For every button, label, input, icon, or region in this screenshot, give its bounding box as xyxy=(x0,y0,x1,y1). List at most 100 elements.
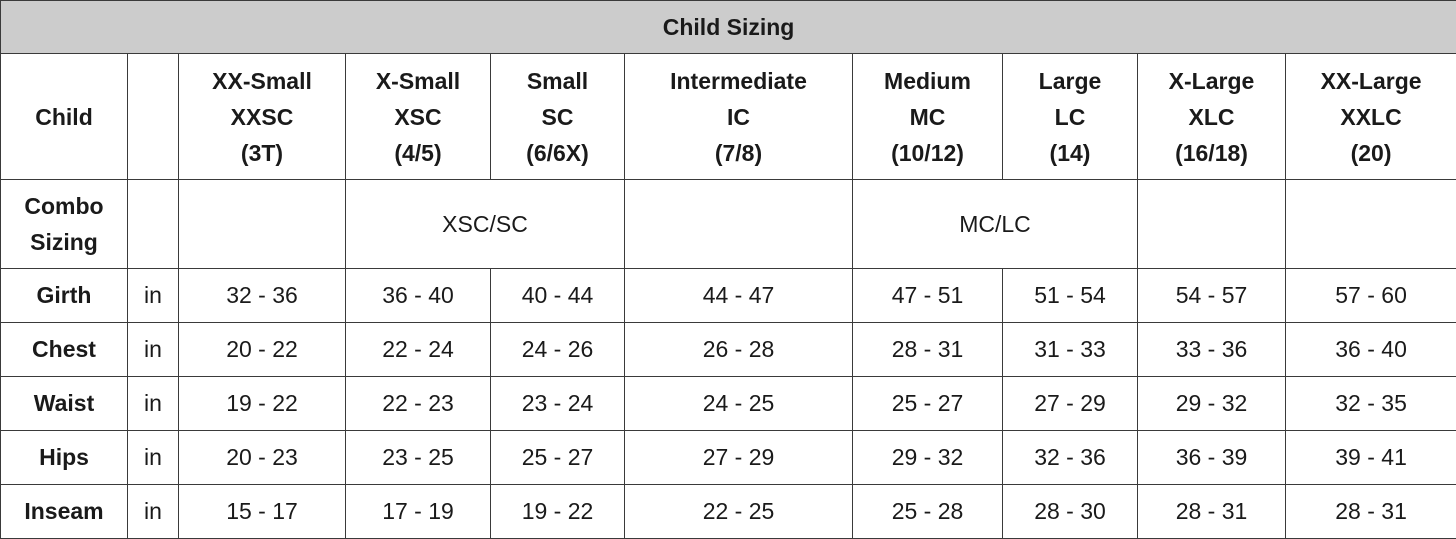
table-cell: 20 - 23 xyxy=(179,431,346,485)
size-header-row: Child XX-Small XXSC (3T) X-Small XSC (4/… xyxy=(1,54,1456,180)
table-cell: 20 - 22 xyxy=(179,323,346,377)
table-cell: 47 - 51 xyxy=(853,269,1003,323)
row-label: Waist xyxy=(1,377,128,431)
table-cell: 36 - 40 xyxy=(1286,323,1456,377)
table-cell: 32 - 36 xyxy=(179,269,346,323)
table-cell: 22 - 24 xyxy=(346,323,491,377)
table-cell: 27 - 29 xyxy=(625,431,853,485)
combo-sizing-row: Combo Sizing XSC/SC MC/LC xyxy=(1,180,1456,269)
table-cell: 22 - 23 xyxy=(346,377,491,431)
combo-group-ic xyxy=(625,180,853,269)
size-code: XLC xyxy=(1138,99,1285,135)
table-cell: 28 - 31 xyxy=(853,323,1003,377)
table-cell: 23 - 24 xyxy=(491,377,625,431)
row-label: Inseam xyxy=(1,485,128,539)
combo-sizing-label: Combo Sizing xyxy=(1,180,128,269)
size-code: MC xyxy=(853,99,1002,135)
size-code: SC xyxy=(491,99,624,135)
table-cell: 24 - 26 xyxy=(491,323,625,377)
size-name: Intermediate xyxy=(625,63,852,99)
table-cell: 19 - 22 xyxy=(179,377,346,431)
table-cell: 36 - 39 xyxy=(1138,431,1286,485)
size-code: LC xyxy=(1003,99,1137,135)
table-title: Child Sizing xyxy=(1,1,1456,54)
size-header-xx-small: XX-Small XXSC (3T) xyxy=(179,54,346,180)
table-cell: 15 - 17 xyxy=(179,485,346,539)
size-header-x-large: X-Large XLC (16/18) xyxy=(1138,54,1286,180)
table-cell: 32 - 36 xyxy=(1003,431,1138,485)
table-cell: 26 - 28 xyxy=(625,323,853,377)
combo-group-xxlc xyxy=(1286,180,1456,269)
combo-group-xsc-sc: XSC/SC xyxy=(346,180,625,269)
size-range: (10/12) xyxy=(853,135,1002,171)
table-cell: 32 - 35 xyxy=(1286,377,1456,431)
table-cell: 28 - 31 xyxy=(1138,485,1286,539)
size-header-intermediate: Intermediate IC (7/8) xyxy=(625,54,853,180)
size-code: XXSC xyxy=(179,99,345,135)
size-code: IC xyxy=(625,99,852,135)
size-range: (4/5) xyxy=(346,135,490,171)
table-cell: 28 - 30 xyxy=(1003,485,1138,539)
size-name: X-Large xyxy=(1138,63,1285,99)
combo-group-xxsc xyxy=(179,180,346,269)
table-cell: 23 - 25 xyxy=(346,431,491,485)
table-cell: 28 - 31 xyxy=(1286,485,1456,539)
row-label: Chest xyxy=(1,323,128,377)
table-cell: 44 - 47 xyxy=(625,269,853,323)
corner-label: Child xyxy=(1,54,128,180)
table-cell: 25 - 27 xyxy=(853,377,1003,431)
table-cell: 33 - 36 xyxy=(1138,323,1286,377)
size-header-x-small: X-Small XSC (4/5) xyxy=(346,54,491,180)
size-code: XXLC xyxy=(1286,99,1456,135)
table-cell: 39 - 41 xyxy=(1286,431,1456,485)
table-cell: 54 - 57 xyxy=(1138,269,1286,323)
table-cell: 29 - 32 xyxy=(1138,377,1286,431)
table-row: Girth in 32 - 36 36 - 40 40 - 44 44 - 47… xyxy=(1,269,1456,323)
table-cell: 17 - 19 xyxy=(346,485,491,539)
table-cell: 40 - 44 xyxy=(491,269,625,323)
table-cell: 36 - 40 xyxy=(346,269,491,323)
size-header-xx-large: XX-Large XXLC (20) xyxy=(1286,54,1456,180)
unit-header xyxy=(128,54,179,180)
combo-unit-cell xyxy=(128,180,179,269)
size-code: XSC xyxy=(346,99,490,135)
row-unit: in xyxy=(128,377,179,431)
size-name: Small xyxy=(491,63,624,99)
title-row: Child Sizing xyxy=(1,1,1456,54)
size-name: Large xyxy=(1003,63,1137,99)
size-name: Medium xyxy=(853,63,1002,99)
size-name: XX-Small xyxy=(179,63,345,99)
table-cell: 31 - 33 xyxy=(1003,323,1138,377)
combo-group-xlc xyxy=(1138,180,1286,269)
table-cell: 25 - 28 xyxy=(853,485,1003,539)
table-cell: 51 - 54 xyxy=(1003,269,1138,323)
row-unit: in xyxy=(128,269,179,323)
size-range: (7/8) xyxy=(625,135,852,171)
table-row: Hips in 20 - 23 23 - 25 25 - 27 27 - 29 … xyxy=(1,431,1456,485)
row-unit: in xyxy=(128,323,179,377)
row-label: Hips xyxy=(1,431,128,485)
size-header-medium: Medium MC (10/12) xyxy=(853,54,1003,180)
size-range: (16/18) xyxy=(1138,135,1285,171)
table-cell: 22 - 25 xyxy=(625,485,853,539)
table-cell: 29 - 32 xyxy=(853,431,1003,485)
size-name: X-Small xyxy=(346,63,490,99)
table-cell: 24 - 25 xyxy=(625,377,853,431)
size-range: (3T) xyxy=(179,135,345,171)
row-label: Girth xyxy=(1,269,128,323)
size-range: (20) xyxy=(1286,135,1456,171)
table-cell: 25 - 27 xyxy=(491,431,625,485)
size-header-small: Small SC (6/6X) xyxy=(491,54,625,180)
table-cell: 27 - 29 xyxy=(1003,377,1138,431)
size-range: (14) xyxy=(1003,135,1137,171)
table-row: Inseam in 15 - 17 17 - 19 19 - 22 22 - 2… xyxy=(1,485,1456,539)
table-row: Waist in 19 - 22 22 - 23 23 - 24 24 - 25… xyxy=(1,377,1456,431)
size-name: XX-Large xyxy=(1286,63,1456,99)
size-range: (6/6X) xyxy=(491,135,624,171)
table-row: Chest in 20 - 22 22 - 24 24 - 26 26 - 28… xyxy=(1,323,1456,377)
table-cell: 19 - 22 xyxy=(491,485,625,539)
table-cell: 57 - 60 xyxy=(1286,269,1456,323)
combo-group-mc-lc: MC/LC xyxy=(853,180,1138,269)
row-unit: in xyxy=(128,431,179,485)
